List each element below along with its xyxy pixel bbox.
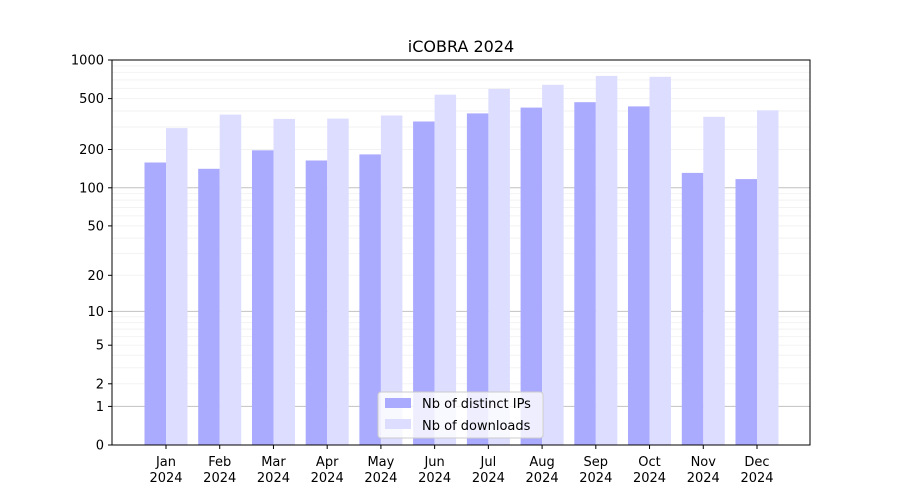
chart-title: iCOBRA 2024 (408, 37, 514, 56)
x-tick-label: Oct 2024 (633, 455, 666, 486)
x-tick-label: Dec 2024 (740, 455, 773, 486)
bar-distinct-ips-4 (359, 154, 381, 445)
x-tick-label: Mar 2024 (257, 455, 290, 486)
bar-distinct-ips-9 (628, 106, 650, 446)
legend-label-distinct-ips: Nb of distinct IPs (422, 397, 531, 412)
bar-distinct-ips-1 (198, 168, 220, 446)
bar-downloads-6 (488, 88, 510, 446)
bar-distinct-ips-2 (252, 150, 274, 446)
x-tick-label: Jul 2024 (472, 455, 505, 486)
legend: Nb of distinct IPs Nb of downloads (377, 391, 544, 439)
x-tick-label: Jun 2024 (418, 455, 451, 486)
y-tick-label: 500 (79, 92, 104, 107)
bar-distinct-ips-10 (681, 172, 704, 445)
y-tick-label: 20 (87, 269, 104, 284)
bar-distinct-ips-6 (466, 113, 489, 446)
bar-downloads-1 (219, 114, 242, 445)
bar-downloads-8 (595, 75, 618, 446)
bar-downloads-5 (434, 94, 457, 445)
y-tick-label: 200 (79, 143, 104, 158)
x-tick-label: Apr 2024 (311, 455, 344, 486)
y-tick-label: 5 (96, 339, 104, 354)
bar-downloads-3 (327, 118, 349, 445)
x-tick-label: Jan 2024 (149, 455, 182, 486)
x-axis: Jan 2024 Feb 2024 Mar 2024 Apr 2024 May 2024 Jun 20… (149, 445, 774, 486)
y-tick-label: 50 (87, 219, 104, 234)
x-tick-label: Feb 2024 (203, 455, 236, 486)
bar-downloads-10 (703, 116, 725, 446)
bar-downloads-2 (273, 118, 295, 446)
y-tick-label: 10 (87, 305, 104, 320)
legend-frame (377, 391, 544, 439)
legend-swatch-distinct-ips (385, 398, 411, 408)
x-tick-label: Sep 2024 (579, 455, 612, 486)
y-tick-label: 1 (96, 400, 104, 415)
x-tick-label: May 2024 (364, 455, 397, 486)
bar-distinct-ips-7 (520, 107, 543, 445)
bar-downloads-11 (757, 110, 779, 446)
y-tick-label: 0 (96, 439, 104, 454)
x-tick-label: Nov 2024 (687, 455, 720, 486)
y-tick-label: 2 (96, 377, 104, 392)
bar-downloads-0 (166, 128, 188, 445)
bar-distinct-ips-11 (735, 179, 757, 445)
y-tick-label: 1000 (71, 54, 104, 69)
legend-swatch-downloads (385, 419, 411, 429)
bars (144, 75, 779, 446)
y-tick-label: 100 (79, 181, 104, 196)
y-axis: 0 1 2 5 10 20 50 100 200 500 1000 (71, 54, 112, 454)
bar-downloads-7 (542, 84, 564, 446)
bar-downloads-9 (649, 76, 671, 446)
bar-distinct-ips-0 (144, 162, 166, 445)
bar-downloads-4 (380, 115, 403, 445)
bar-distinct-ips-3 (305, 160, 328, 445)
x-tick-label: Aug 2024 (526, 455, 559, 486)
legend-label-downloads: Nb of downloads (422, 419, 531, 434)
bar-distinct-ips-5 (413, 121, 435, 445)
plot-frame (111, 59, 811, 446)
bar-distinct-ips-8 (574, 102, 596, 445)
